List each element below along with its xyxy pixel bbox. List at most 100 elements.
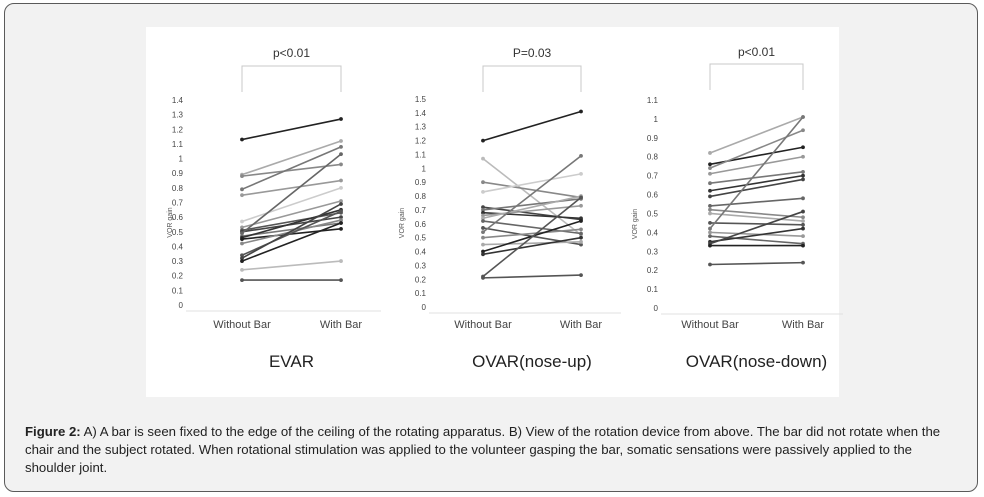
series-line [482,228,582,239]
data-point [801,226,805,231]
series-line [709,116,804,230]
y-tick-label: 0.3 [647,247,659,256]
y-tick-label: 0.5 [172,228,184,237]
y-tick-label: 0.9 [172,169,184,178]
y-tick-label: 1 [422,164,427,173]
data-point [708,151,712,155]
data-point [579,171,583,176]
data-point [708,188,712,193]
data-point [708,194,712,199]
data-point [240,219,244,224]
data-point [801,215,805,220]
y-tick-label: 0.2 [172,272,184,281]
data-point [240,278,244,283]
series-line [241,179,342,196]
y-tick-label: 0.9 [415,178,427,187]
figure-caption: Figure 2: A) A bar is seen fixed to the … [25,423,965,477]
series-line [241,260,342,271]
data-point [481,242,485,247]
series-line [241,211,342,232]
data-point [481,156,485,161]
series-line [709,178,804,198]
series-line [241,209,342,239]
chart-title: OVAR(nose-down) [686,352,827,371]
y-tick-label: 0.6 [172,213,184,222]
data-point [708,243,712,248]
y-tick-label: 0.1 [415,289,427,298]
series-line [482,236,582,256]
data-point [801,196,805,201]
data-point [339,139,343,143]
data-point [801,128,805,133]
data-point [579,242,583,247]
data-point [801,243,805,248]
data-point [339,178,343,183]
series-line [241,146,342,191]
series-line [482,155,582,233]
y-tick-label: 0 [422,303,427,312]
data-point [240,237,244,242]
y-tick-label: 1.2 [172,125,184,134]
significance-label: P=0.03 [513,46,552,60]
data-point [240,241,244,246]
y-tick-label: 0.5 [415,234,427,243]
data-point [240,174,244,179]
y-tick-label: 0.4 [415,248,427,257]
y-tick-label: 0.8 [172,184,184,193]
data-point [240,267,244,272]
y-tick-label: 1.3 [172,111,184,120]
x-category-label: With Bar [782,319,825,331]
data-point [579,195,583,200]
series-line [709,116,804,154]
data-point [579,109,583,114]
data-point [339,226,343,231]
x-category-label: Without Bar [454,319,512,331]
series-line [482,196,582,278]
data-point [708,203,712,208]
y-tick-label: 0.6 [647,191,659,200]
y-tick-label: 0.4 [647,228,659,237]
data-point [339,162,343,167]
series-line [241,153,342,234]
data-point [579,231,583,236]
data-point [240,231,244,236]
series-line [241,203,342,259]
series-line [241,222,342,237]
y-tick-label: 1 [654,115,659,124]
data-point [801,145,805,150]
data-point [481,210,485,215]
y-tick-label: 0.2 [647,266,659,275]
data-point [708,162,712,167]
x-category-label: Without Bar [681,319,739,331]
series-line [482,241,582,246]
y-tick-label: 0.1 [172,286,184,295]
significance-label: p<0.01 [738,45,775,59]
data-point [240,256,244,261]
data-point [579,273,583,278]
y-tick-label: 0.5 [647,209,659,218]
data-point [339,202,343,206]
y-tick-label: 0.2 [415,275,427,284]
y-tick-label: 0 [179,301,184,310]
data-point [801,234,805,239]
data-point [339,259,343,263]
significance-bracket [482,65,582,92]
y-tick-label: 1.1 [172,140,184,149]
data-point [801,169,805,174]
chart-title: OVAR(nose-up) [472,352,592,371]
data-point [481,219,485,223]
data-point [801,115,805,119]
series-line [241,210,342,256]
series-line [709,197,804,207]
data-point [339,199,343,203]
y-axis-label: VOR gain [167,207,174,237]
data-point [240,259,244,263]
data-point [579,203,583,208]
x-category-label: With Bar [320,319,363,331]
data-point [708,262,712,267]
data-point [708,226,712,231]
data-point [579,227,583,232]
data-point [801,173,805,178]
data-point [579,216,583,221]
